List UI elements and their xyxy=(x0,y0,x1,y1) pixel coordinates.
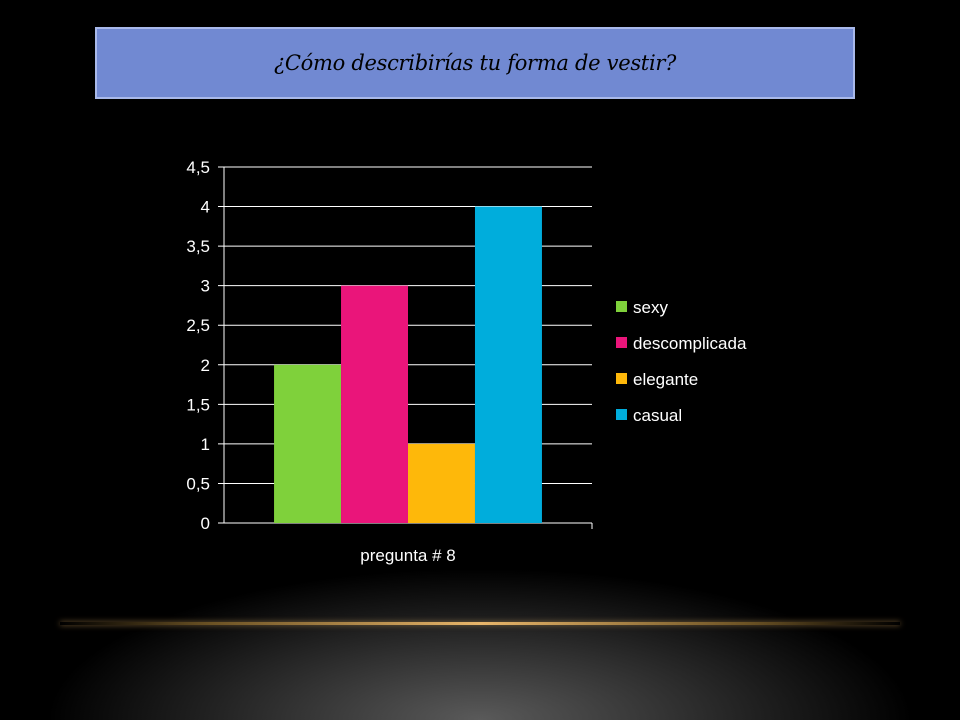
legend-label: casual xyxy=(633,406,682,425)
y-tick-label: 0 xyxy=(201,514,210,533)
y-tick-label: 1,5 xyxy=(186,395,210,414)
legend-swatch-descomplicada xyxy=(616,337,627,348)
bar-casual xyxy=(474,206,542,524)
bar-sexy xyxy=(274,364,342,523)
y-tick-label: 0,5 xyxy=(186,474,210,493)
y-tick-label: 3 xyxy=(201,277,210,296)
x-category-label: pregunta # 8 xyxy=(360,546,455,565)
y-tick-label: 4 xyxy=(201,198,210,217)
legend-swatch-elegante xyxy=(616,373,627,384)
y-tick-label: 1 xyxy=(201,435,210,454)
legend-label: elegante xyxy=(633,370,698,389)
y-tick-label: 2,5 xyxy=(186,316,210,335)
legend-label: sexy xyxy=(633,298,668,317)
bar-descomplicada xyxy=(341,285,408,523)
slide-title: ¿Cómo describirías tu forma de vestir? xyxy=(273,51,677,75)
y-tick-label: 3,5 xyxy=(186,237,210,256)
accent-divider-line xyxy=(60,622,900,625)
y-tick-label: 2 xyxy=(201,356,210,375)
title-box: ¿Cómo describirías tu forma de vestir? xyxy=(95,27,855,99)
y-tick-label: 4,5 xyxy=(186,158,210,177)
bar-elegante xyxy=(408,443,475,523)
legend-swatch-sexy xyxy=(616,301,627,312)
legend-label: descomplicada xyxy=(633,334,747,353)
legend-swatch-casual xyxy=(616,409,627,420)
